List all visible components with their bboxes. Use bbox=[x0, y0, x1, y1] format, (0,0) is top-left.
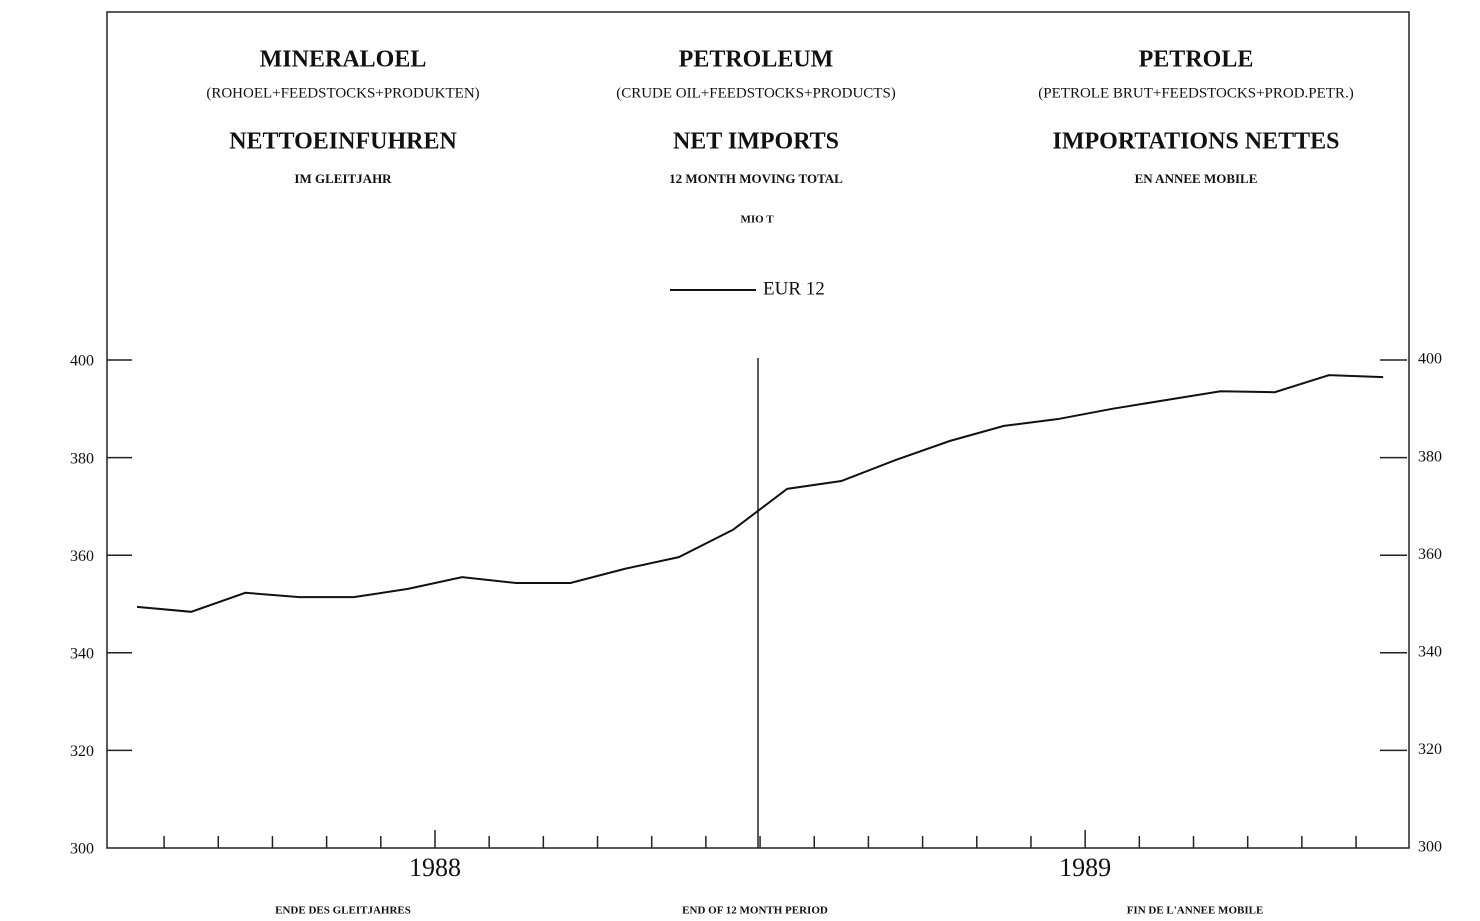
y2-tick-label: 380 bbox=[1418, 448, 1442, 465]
header-title: PETROLE bbox=[1139, 47, 1254, 73]
header-heading: IMPORTATIONS NETTES bbox=[1053, 129, 1340, 155]
y2-tick-label: 340 bbox=[1418, 643, 1442, 660]
series-line bbox=[136, 374, 1384, 613]
header-note: IM GLEITJAHR bbox=[294, 171, 392, 186]
y-tick-label: 400 bbox=[70, 353, 94, 370]
y-tick-label: 320 bbox=[70, 743, 94, 760]
header-heading: NET IMPORTS bbox=[673, 129, 839, 155]
y-tick-label: 380 bbox=[70, 450, 94, 467]
footer-label: END OF 12 MONTH PERIOD bbox=[682, 905, 828, 917]
header-title: MINERALOEL bbox=[260, 47, 427, 73]
y2-tick-label: 300 bbox=[1418, 839, 1442, 856]
unit: MIO T bbox=[740, 214, 774, 226]
header-title: PETROLEUM bbox=[679, 47, 834, 73]
y-tick-label: 360 bbox=[70, 548, 94, 565]
legend-label: EUR 12 bbox=[763, 278, 825, 299]
y-tick-label: 340 bbox=[70, 645, 94, 662]
year-label: 1989 bbox=[1059, 853, 1111, 882]
y-tick-label: 300 bbox=[70, 841, 94, 858]
header-note: 12 MONTH MOVING TOTAL bbox=[669, 171, 843, 186]
y2-tick-label: 400 bbox=[1418, 351, 1442, 368]
header-heading: NETTOEINFUHREN bbox=[229, 129, 457, 155]
year-label: 1988 bbox=[409, 853, 461, 882]
y2-tick-label: 360 bbox=[1418, 546, 1442, 563]
y2-tick-label: 320 bbox=[1418, 741, 1442, 758]
header-note: EN ANNEE MOBILE bbox=[1135, 171, 1258, 186]
header-subtitle: (CRUDE OIL+FEEDSTOCKS+PRODUCTS) bbox=[616, 85, 896, 101]
footer-label: FIN DE L'ANNEE MOBILE bbox=[1127, 905, 1264, 917]
footer-label: ENDE DES GLEITJAHRES bbox=[275, 905, 411, 917]
header-subtitle: (PETROLE BRUT+FEEDSTOCKS+PROD.PETR.) bbox=[1038, 85, 1353, 101]
header-subtitle: (ROHOEL+FEEDSTOCKS+PRODUKTEN) bbox=[206, 85, 479, 101]
